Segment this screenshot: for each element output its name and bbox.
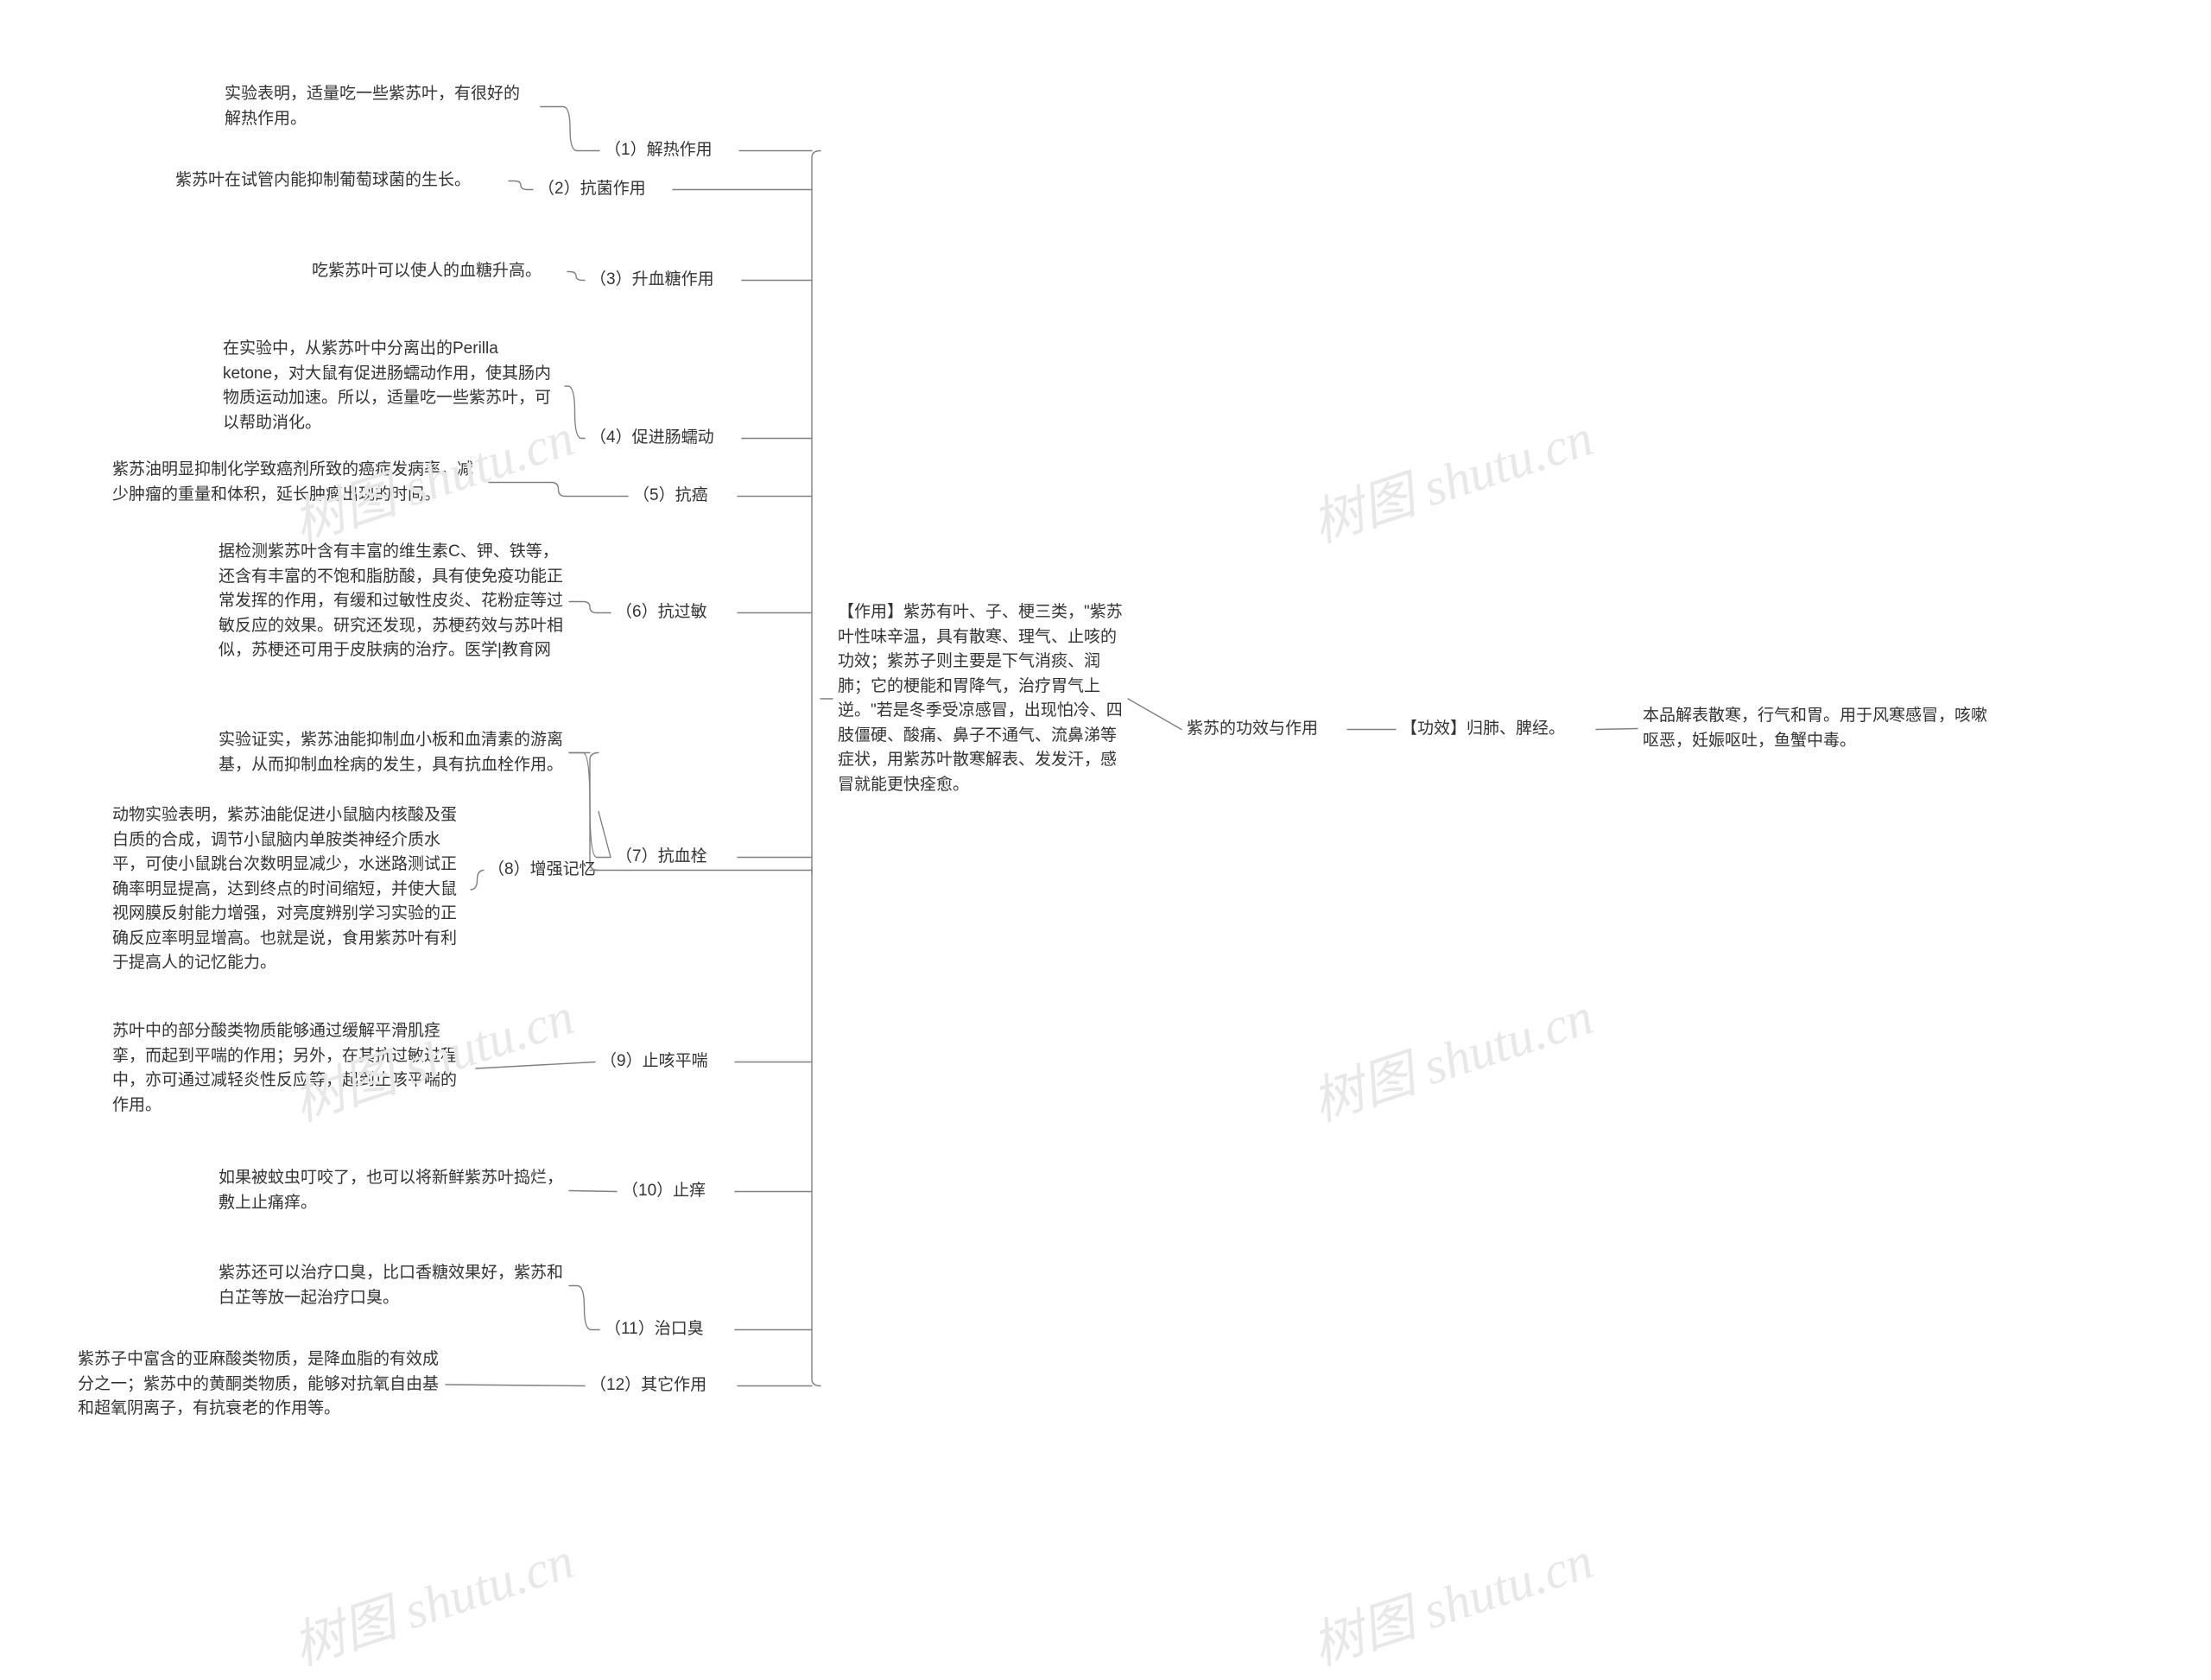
left-leaf-8: 苏叶中的部分酸类物质能够通过缓解平滑肌痉挛，而起到平喘的作用；另外，在其抗过敏过…: [112, 1019, 471, 1118]
left-label-9: （10）止痒: [622, 1179, 730, 1204]
left-leaf-6: 实验证实，紫苏油能抑制血小板和血清素的游离基，从而抑制血栓病的发生，具有抗血栓作…: [219, 728, 564, 777]
left-label-2: （3）升血糖作用: [590, 268, 737, 293]
left-label-10: （11）治口臭: [605, 1317, 730, 1342]
left-leaf-11: 紫苏子中富含的亚麻酸类物质，是降血脂的有效成分之一；紫苏中的黄酮类物质，能够对抗…: [78, 1347, 440, 1422]
left-leaf-2: 吃紫苏叶可以使人的血糖升高。: [312, 259, 562, 284]
left-label-4: （5）抗癌: [633, 484, 732, 509]
left-leaf-5: 据检测紫苏叶含有丰富的维生素C、钾、铁等，还含有丰富的不饱和脂肪酸，具有使免疫功…: [219, 540, 564, 663]
right-label-0: 【功效】归肺、脾经。: [1401, 717, 1591, 742]
left-leaf-0: 实验表明，适量吃一些紫苏叶，有很好的解热作用。: [225, 82, 535, 131]
left-label-5: （6）抗过敏: [616, 600, 732, 625]
root-node: 紫苏的功效与作用: [1187, 717, 1342, 742]
left-intro: 【作用】紫苏有叶、子、梗三类，"紫苏叶性味辛温，具有散寒、理气、止咳的功效；紫苏…: [838, 600, 1123, 797]
left-leaf-7: 动物实验表明，紫苏油能促进小鼠脑内核酸及蛋白质的合成，调节小鼠脑内单胺类神经介质…: [112, 803, 466, 976]
left-label-11: （12）其它作用: [590, 1373, 732, 1398]
left-label-8: （9）止咳平喘: [600, 1049, 730, 1075]
left-leaf-10: 紫苏还可以治疗口臭，比口香糖效果好，紫苏和白芷等放一起治疗口臭。: [219, 1261, 564, 1310]
right-leaf-0: 本品解表散寒，行气和胃。用于风寒感冒，咳嗽呕恶，妊娠呕吐，鱼蟹中毒。: [1643, 704, 1997, 753]
left-label-6: （7）抗血栓: [616, 845, 732, 870]
left-leaf-3: 在实验中，从紫苏叶中分离出的Perilla ketone，对大鼠有促进肠蠕动作用…: [223, 337, 560, 435]
left-leaf-4: 紫苏油明显抑制化学致癌剂所致的癌症发病率，减少肿瘤的重量和体积，延长肿瘤出现的时…: [112, 458, 484, 507]
left-leaf-1: 紫苏叶在试管内能抑制葡萄球菌的生长。: [175, 168, 504, 193]
left-leaf-9: 如果被蚊虫叮咬了，也可以将新鲜紫苏叶捣烂，敷上止痛痒。: [219, 1166, 564, 1215]
left-label-1: （2）抗菌作用: [538, 177, 668, 202]
left-label-3: （4）促进肠蠕动: [590, 426, 737, 451]
left-label-0: （1）解热作用: [605, 138, 734, 163]
left-label-7: （8）增强记忆: [488, 858, 618, 883]
